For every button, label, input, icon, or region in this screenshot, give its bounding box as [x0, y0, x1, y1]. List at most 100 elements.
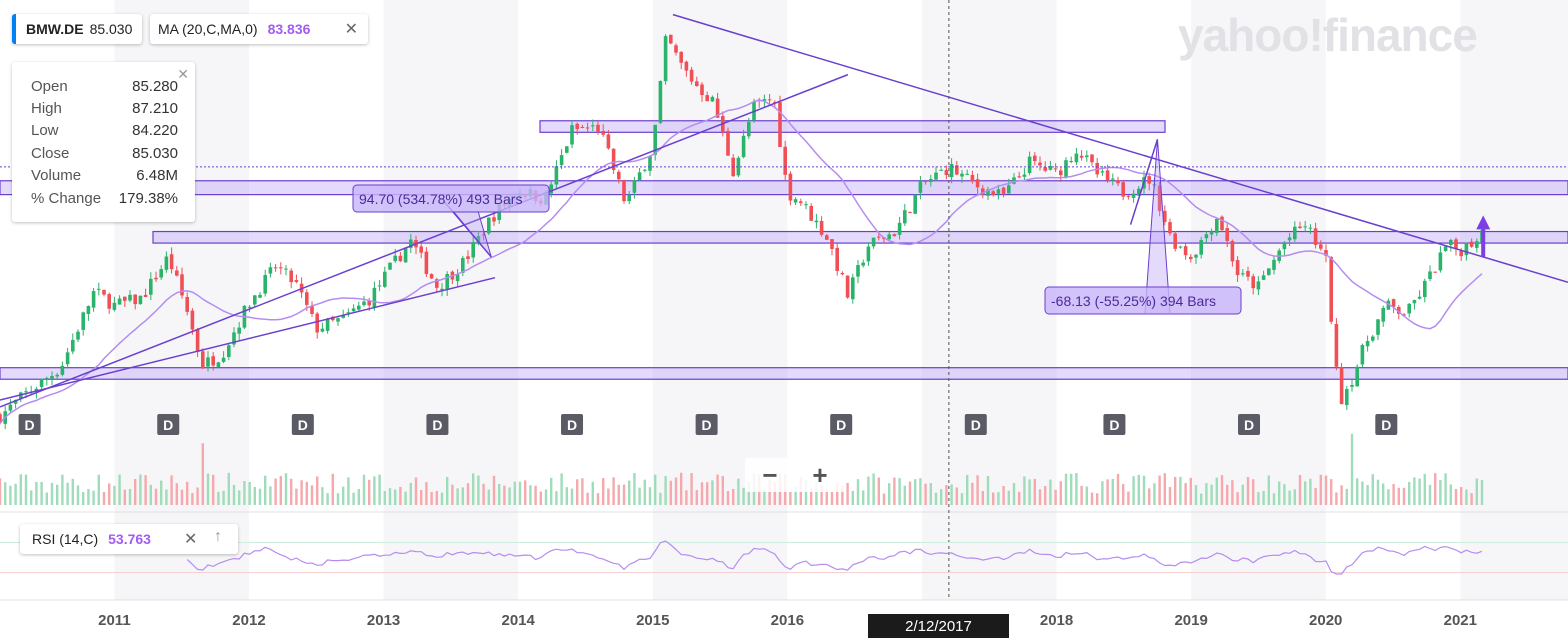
volume-bar — [893, 477, 896, 505]
ohlc-row-volume: Volume 6.48M — [31, 167, 178, 184]
volume-bar — [820, 484, 823, 505]
candle-body — [606, 134, 611, 149]
candle-body — [466, 256, 470, 259]
volume-bar — [1262, 490, 1265, 505]
candle-body — [1121, 182, 1125, 197]
candle-body — [617, 171, 621, 180]
candle-body — [1059, 170, 1063, 176]
ohlc-row-high: High 87.210 — [31, 100, 178, 117]
candle-body — [710, 96, 715, 102]
candle-body — [955, 165, 959, 175]
candle-body — [663, 36, 668, 82]
volume-bar — [1293, 489, 1296, 505]
volume-bar — [451, 484, 454, 505]
volume-bar — [378, 474, 381, 505]
volume-bar — [1033, 478, 1036, 505]
candle-body — [1069, 160, 1073, 162]
candle-body — [357, 305, 361, 310]
candle-body — [892, 234, 897, 237]
candle-body — [1204, 234, 1209, 239]
candle-body — [1350, 385, 1354, 387]
dividend-marker-label: D — [1244, 417, 1254, 433]
candle-body — [1459, 250, 1463, 257]
candle-body — [1012, 177, 1016, 184]
volume-bar — [685, 490, 688, 505]
volume-bar — [810, 487, 813, 505]
candle-body — [1313, 228, 1318, 245]
candle-body — [71, 339, 75, 352]
candle-body — [861, 262, 865, 266]
trendline — [672, 13, 1568, 284]
candle-body — [1475, 241, 1479, 248]
close-icon[interactable]: ✕ — [184, 531, 198, 548]
volume-bar — [352, 492, 355, 505]
close-icon[interactable]: ✕ — [344, 21, 358, 38]
arrow-up-icon[interactable]: ↑ — [214, 528, 222, 545]
candle-body — [461, 258, 465, 273]
volume-bar — [529, 485, 532, 505]
candle-body — [279, 267, 283, 269]
volume-bar — [1049, 479, 1052, 505]
candle-body — [1261, 275, 1266, 280]
volume-bar — [336, 493, 340, 505]
volume-bar — [1387, 489, 1390, 505]
zoom-out-button[interactable]: − — [762, 460, 778, 490]
close-icon[interactable]: ✕ — [177, 66, 189, 82]
candle-body — [814, 220, 819, 223]
candle-body — [492, 217, 496, 222]
candle-body — [767, 99, 772, 101]
volume-bar — [1418, 478, 1421, 505]
candle-body — [591, 125, 595, 127]
volume-bar — [45, 492, 48, 505]
candle-body — [263, 274, 267, 294]
volume-bar — [128, 488, 132, 505]
rsi-indicator-pill[interactable]: RSI (14,C) 53.763 ✕ ↑ — [20, 524, 238, 554]
volume-bar — [35, 481, 38, 505]
symbol-color-bar — [12, 14, 16, 44]
candle-body — [455, 274, 460, 282]
candle-body — [1199, 240, 1203, 255]
volume-bar — [690, 473, 693, 505]
candle-body — [409, 239, 413, 248]
volume-bar — [435, 490, 438, 505]
volume-bar — [492, 475, 496, 505]
candle-body — [289, 270, 293, 283]
candle-body — [975, 179, 980, 188]
candle-body — [1116, 180, 1120, 184]
candle-body — [783, 146, 787, 175]
candle-body — [154, 277, 158, 280]
volume-bar — [1142, 475, 1146, 505]
volume-bar — [113, 485, 116, 505]
volume-bar — [888, 483, 891, 505]
volume-bar — [1246, 476, 1250, 505]
candle-body — [944, 170, 949, 176]
candle-body — [253, 295, 257, 305]
candle-body — [653, 124, 657, 155]
dividend-marker-label: D — [25, 417, 35, 433]
volume-bar — [82, 491, 85, 505]
volume-bar — [555, 491, 558, 505]
candle-body — [1168, 222, 1172, 234]
candle-body — [476, 235, 481, 244]
candle-body — [596, 124, 600, 132]
ma-indicator-pill[interactable]: MA (20,C,MA,0) 83.836 ✕ — [150, 14, 368, 44]
volume-bar — [1350, 433, 1354, 505]
candle-body — [424, 251, 429, 275]
price-zone — [0, 180, 1568, 196]
x-tick-label: 2012 — [232, 612, 265, 629]
symbol-pill[interactable]: BMW.DE 85.030 — [12, 14, 142, 44]
candle-body — [669, 34, 673, 44]
rsi-value: 53.763 — [108, 531, 151, 547]
volume-bar — [1392, 484, 1395, 505]
volume-bar — [924, 483, 927, 505]
volume-bar — [560, 473, 563, 505]
zoom-in-button[interactable]: + — [812, 460, 828, 490]
volume-bar — [394, 489, 397, 505]
dividend-marker — [695, 414, 718, 435]
volume-bar — [1428, 484, 1432, 505]
candle-body — [403, 247, 408, 263]
volume-bar — [1382, 483, 1385, 505]
candle-body — [1423, 280, 1427, 298]
volume-bar — [1148, 488, 1151, 505]
